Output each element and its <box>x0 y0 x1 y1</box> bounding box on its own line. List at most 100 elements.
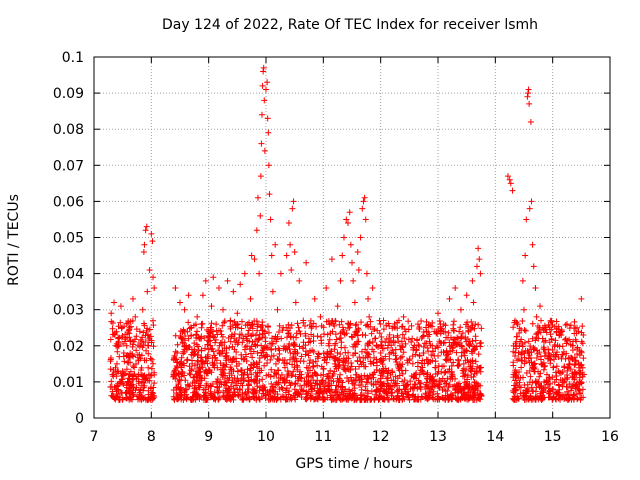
scatter-noise-marker <box>399 331 406 338</box>
scatter-noise-marker <box>191 340 198 347</box>
scatter-noise-marker <box>258 367 265 374</box>
data-point <box>509 187 516 194</box>
data-point <box>533 313 540 320</box>
scatter-noise-marker <box>148 393 155 400</box>
scatter-noise-marker <box>380 326 387 333</box>
scatter-noise-marker <box>527 346 534 353</box>
data-point <box>213 321 220 328</box>
scatter-noise-marker <box>144 325 151 332</box>
scatter-noise-marker <box>214 389 221 396</box>
scatter-noise-marker <box>425 392 432 399</box>
scatter-noise-marker <box>231 318 238 325</box>
scatter-noise-marker <box>571 324 578 331</box>
scatter-noise-marker <box>436 317 443 324</box>
scatter-noise-marker <box>197 364 204 371</box>
scatter-noise-marker <box>520 392 527 399</box>
scatter-noise-marker <box>286 388 293 395</box>
data-point <box>355 266 362 273</box>
scatter-noise-marker <box>412 393 419 400</box>
scatter-noise-marker <box>232 391 239 398</box>
scatter-noise-marker <box>329 372 336 379</box>
scatter-noise-marker <box>192 321 199 328</box>
data-point <box>252 342 259 349</box>
scatter-noise-marker <box>400 393 407 400</box>
scatter-noise-marker <box>310 337 317 344</box>
scatter-noise-marker <box>178 335 185 342</box>
scatter-noise-marker <box>148 356 155 363</box>
scatter-noise-marker <box>413 396 420 403</box>
scatter-noise-marker <box>532 379 539 386</box>
data-point <box>210 274 217 281</box>
data-point <box>274 306 281 313</box>
scatter-noise-marker <box>377 321 384 328</box>
scatter-noise-marker <box>396 396 403 403</box>
scatter-noise-marker <box>521 354 528 361</box>
scatter-noise-marker <box>398 390 405 397</box>
scatter-noise-marker <box>142 339 149 346</box>
scatter-noise-marker <box>305 352 312 359</box>
scatter-noise-marker <box>439 363 446 370</box>
data-point <box>346 209 353 216</box>
scatter-noise-marker <box>307 395 314 402</box>
scatter-noise-marker <box>293 358 300 365</box>
data-point <box>296 277 303 284</box>
data-point <box>572 382 579 389</box>
scatter-noise-marker <box>138 340 145 347</box>
scatter-noise-marker <box>537 353 544 360</box>
scatter-noise-marker <box>171 367 178 374</box>
data-point <box>211 364 218 371</box>
data-point <box>190 389 197 396</box>
scatter-noise-marker <box>247 350 254 357</box>
scatter-noise-marker <box>441 339 448 346</box>
scatter-noise-marker <box>121 358 128 365</box>
data-point <box>175 378 182 385</box>
scatter-noise-marker <box>530 344 537 351</box>
data-point <box>188 324 195 331</box>
scatter-noise-marker <box>318 322 325 329</box>
scatter-noise-marker <box>344 365 351 372</box>
scatter-noise-marker <box>212 339 219 346</box>
scatter-noise-marker <box>201 334 208 341</box>
scatter-noise-marker <box>286 356 293 363</box>
scatter-noise-marker <box>456 380 463 387</box>
data-point <box>564 321 570 328</box>
scatter-noise-marker <box>542 384 549 391</box>
y-tick-labels: 0 0.01 0.02 0.03 0.04 0.05 0.06 0.07 0.08 0.09 0.1 <box>53 50 84 427</box>
data-point <box>150 274 157 281</box>
data-point <box>276 357 283 364</box>
scatter-noise-marker <box>148 365 155 372</box>
scatter-noise-marker <box>284 374 291 381</box>
scatter-noise-marker <box>409 353 416 360</box>
data-point <box>151 285 158 292</box>
scatter-noise-marker <box>402 340 409 347</box>
data-point <box>532 285 539 292</box>
scatter-noise-marker <box>173 363 180 370</box>
scatter-noise-marker <box>224 395 231 402</box>
data-point <box>177 299 183 306</box>
scatter-noise-marker <box>521 339 528 346</box>
scatter-noise-marker <box>520 374 527 381</box>
scatter-noise-marker <box>185 319 192 326</box>
data-point <box>412 371 419 378</box>
y-tick-label: 0.03 <box>53 303 84 319</box>
scatter-noise-marker <box>357 396 364 403</box>
scatter-noise-marker <box>556 386 563 393</box>
scatter-noise-marker <box>284 334 291 341</box>
scatter-noise-marker <box>232 322 239 329</box>
scatter-noise-marker <box>133 326 140 333</box>
data-point <box>541 378 548 385</box>
scatter-noise-marker <box>219 322 226 329</box>
scatter-noise-marker <box>351 331 358 338</box>
data-point <box>575 328 582 335</box>
scatter-noise-marker <box>190 374 197 381</box>
data-point <box>317 313 324 320</box>
scatter-noise-marker <box>137 386 144 393</box>
scatter-noise-marker <box>138 364 145 371</box>
scatter-noise-marker <box>548 335 555 342</box>
scatter-noise-marker <box>274 333 281 340</box>
scatter-noise-marker <box>180 350 187 357</box>
scatter-noise-marker <box>416 324 423 331</box>
scatter-noise-marker <box>315 350 322 357</box>
scatter-noise-marker <box>373 356 380 363</box>
data-point <box>455 335 462 342</box>
